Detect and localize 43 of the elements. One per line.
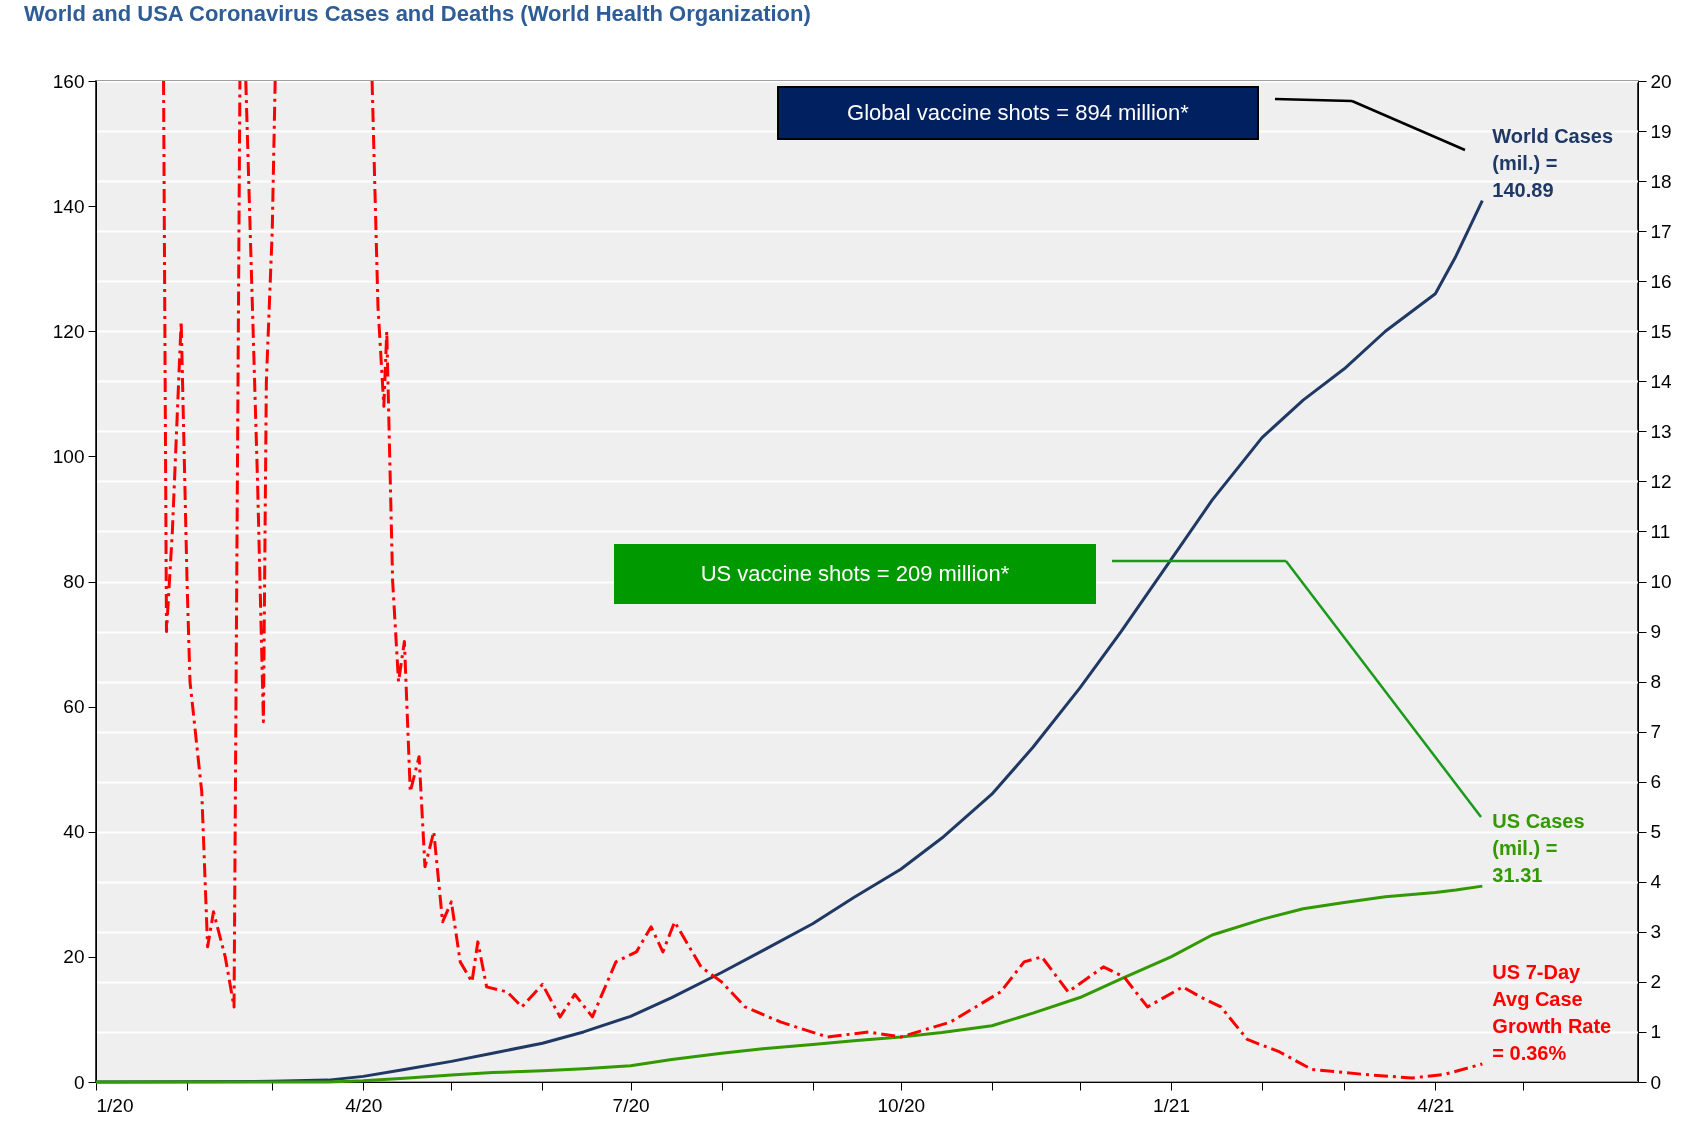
series-label: US Cases (mil.) = 31.31 bbox=[1492, 810, 1585, 887]
y-tick-label: 160 bbox=[52, 70, 85, 92]
y-tick-label: 140 bbox=[52, 195, 85, 217]
annotation: Global vaccine shots = 894 million* bbox=[847, 100, 1190, 125]
y2-tick-label: 17 bbox=[1650, 220, 1672, 242]
y2-tick-label: 18 bbox=[1650, 170, 1672, 192]
x-tick-label: 1/21 bbox=[1153, 1094, 1190, 1116]
x-tick-label: 10/20 bbox=[877, 1094, 926, 1116]
y2-tick-label: 9 bbox=[1650, 621, 1662, 643]
y-tick-label: 120 bbox=[52, 320, 85, 342]
y2-tick-label: 8 bbox=[1650, 671, 1662, 693]
line-series bbox=[94, 884, 1484, 1084]
x-tick-label: 4/21 bbox=[1417, 1094, 1455, 1116]
y2-tick-label: 20 bbox=[1650, 70, 1672, 92]
x-tick-label: 7/20 bbox=[612, 1094, 650, 1116]
x-tick-label: 1/20 bbox=[96, 1094, 134, 1116]
y-tick-label: 80 bbox=[63, 571, 85, 592]
y-tick-label: 60 bbox=[63, 696, 85, 718]
y2-tick-label: 11 bbox=[1650, 520, 1671, 542]
series-label: World Cases (mil.) = 140.89 bbox=[1492, 124, 1614, 201]
y2-tick-label: 10 bbox=[1650, 571, 1672, 592]
y2-tick-label: 14 bbox=[1650, 370, 1673, 392]
annotation: US vaccine shots = 209 million* bbox=[700, 561, 1010, 586]
y2-tick-label: 4 bbox=[1650, 871, 1662, 893]
y2-tick-label: 13 bbox=[1650, 420, 1672, 442]
y2-tick-label: 3 bbox=[1650, 921, 1662, 943]
y-tick-label: 20 bbox=[63, 946, 85, 968]
y-tick-label: 0 bbox=[73, 1071, 85, 1093]
y2-tick-label: 12 bbox=[1650, 470, 1672, 492]
y2-tick-label: 0 bbox=[1650, 1071, 1662, 1093]
series-label: US 7-Day Avg Case Growth Rate = 0.36% bbox=[1492, 960, 1612, 1064]
x-tick-label: 4/20 bbox=[345, 1094, 383, 1116]
y2-tick-label: 5 bbox=[1650, 821, 1662, 843]
y2-tick-label: 6 bbox=[1650, 771, 1662, 793]
y2-tick-label: 7 bbox=[1650, 721, 1662, 743]
y-tick-label: 100 bbox=[52, 445, 85, 467]
y2-tick-label: 1 bbox=[1650, 1021, 1662, 1043]
chart-title: World and USA Coronavirus Cases and Deaths (World Health Organization) bbox=[24, 1, 811, 26]
y2-tick-label: 19 bbox=[1650, 120, 1672, 142]
y-tick-label: 40 bbox=[63, 821, 85, 843]
y2-tick-label: 2 bbox=[1650, 971, 1662, 993]
y2-tick-label: 15 bbox=[1650, 320, 1672, 342]
y2-tick-label: 16 bbox=[1650, 270, 1672, 292]
